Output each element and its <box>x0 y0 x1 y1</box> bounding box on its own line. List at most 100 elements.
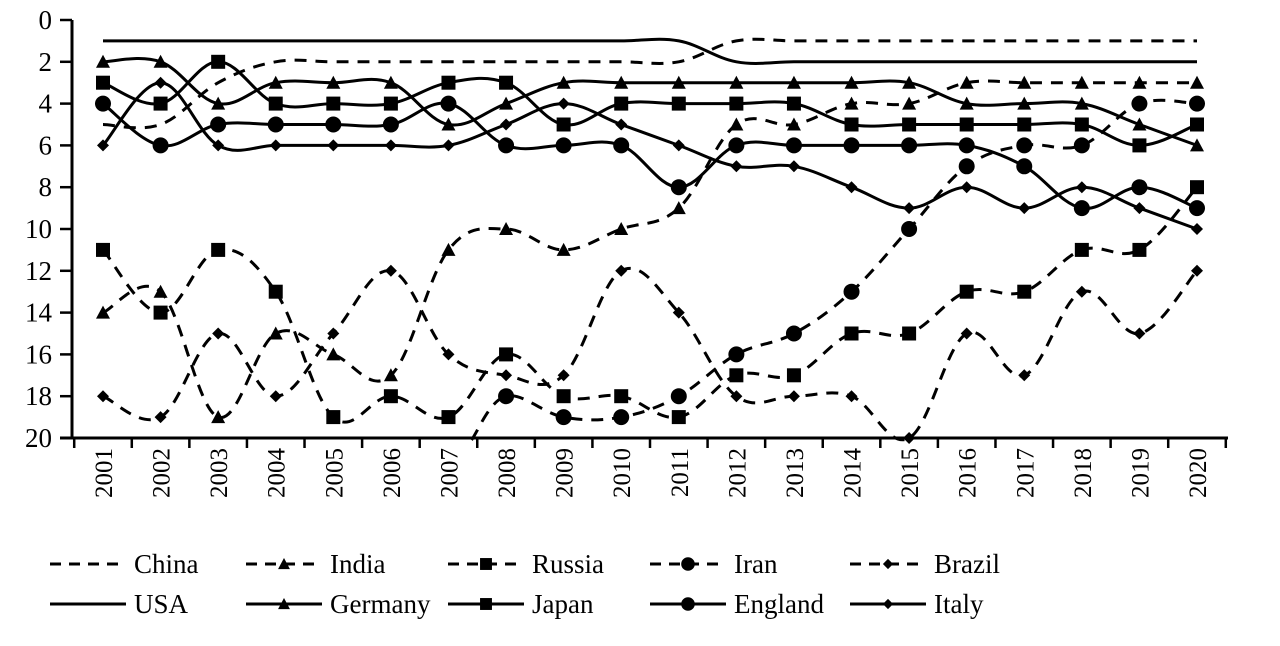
diamond-marker <box>384 264 397 277</box>
square-marker <box>786 96 801 111</box>
series-line <box>102 79 1197 419</box>
circle-marker <box>901 221 918 237</box>
triangle-marker <box>902 96 917 110</box>
diamond-marker <box>1075 285 1088 298</box>
circle-marker <box>1189 200 1205 217</box>
square-marker <box>614 389 629 404</box>
legend-label: Brazil <box>934 549 1000 579</box>
series-russia <box>96 180 1204 425</box>
triangle-marker <box>211 410 226 424</box>
square-marker <box>153 96 168 111</box>
circle-marker <box>555 409 572 426</box>
triangle-marker <box>211 96 226 110</box>
square-marker <box>1190 117 1204 132</box>
series-line <box>102 101 1198 210</box>
triangle-marker <box>1190 75 1204 89</box>
triangle-marker <box>326 75 341 89</box>
y-tick-label: 18 <box>25 381 52 411</box>
legend-item-india: India <box>246 549 385 579</box>
diamond-marker <box>212 139 225 152</box>
x-axis-labels: 2001 2002 2003 2004 2005 2006 2007 2008 2009 2010… <box>91 448 1212 499</box>
y-tick-label: 14 <box>25 298 53 328</box>
legend-label: Iran <box>734 549 778 579</box>
diamond-marker <box>845 390 858 403</box>
triangle-marker <box>729 75 744 89</box>
series-germany <box>96 54 1204 152</box>
x-tick-label: 2001 <box>91 448 118 498</box>
square-marker <box>729 368 744 383</box>
triangle-marker <box>499 222 514 235</box>
circle-marker <box>498 137 515 154</box>
square-marker <box>268 96 283 111</box>
circle-marker <box>1189 95 1205 112</box>
circle-marker <box>670 179 687 196</box>
triangle-marker <box>268 326 283 340</box>
x-tick-label: 2016 <box>955 448 982 498</box>
diamond-marker <box>442 348 455 361</box>
triangle-marker <box>844 96 859 110</box>
series-england <box>95 95 1205 217</box>
triangle-marker <box>96 305 110 319</box>
circle-marker <box>325 116 342 133</box>
square-marker <box>786 368 801 383</box>
circle-marker <box>728 346 745 363</box>
circle-marker <box>785 325 802 342</box>
square-marker <box>1074 242 1089 257</box>
diamond-marker <box>442 139 455 152</box>
diamond-marker <box>787 390 800 403</box>
triangle-marker <box>1017 96 1032 110</box>
triangle-marker <box>441 117 456 131</box>
legend-item-italy: Italy <box>850 589 984 619</box>
legend-item-russia: Russia <box>448 549 604 579</box>
diamond-marker <box>615 118 628 131</box>
x-tick-label: 2015 <box>897 448 924 498</box>
circle-marker <box>210 116 227 133</box>
triangle-marker <box>499 96 514 110</box>
square-marker <box>326 96 341 111</box>
square-marker <box>1017 284 1032 299</box>
y-tick-label: 0 <box>39 5 53 35</box>
x-tick-label: 2008 <box>494 448 521 498</box>
circle-marker <box>728 137 745 154</box>
diamond-marker <box>730 160 743 173</box>
square-marker <box>844 326 859 341</box>
circle-marker <box>843 283 860 300</box>
x-tick-label: 2006 <box>379 448 406 498</box>
circle-marker <box>1073 137 1090 154</box>
circle-marker <box>613 137 630 154</box>
legend-label: Germany <box>330 589 431 619</box>
y-tick-label: 12 <box>25 256 52 286</box>
series-line <box>470 98 1198 441</box>
diamond-marker <box>1133 202 1146 215</box>
triangle-marker <box>614 222 629 235</box>
triangle-marker <box>959 75 974 89</box>
series-japan <box>96 54 1204 153</box>
diamond-marker <box>903 202 916 215</box>
diamond-marker <box>212 327 225 340</box>
square-marker <box>1074 117 1089 132</box>
square-marker <box>499 347 514 362</box>
circle-marker <box>681 597 695 611</box>
diamond-marker <box>269 139 282 152</box>
square-marker <box>1132 138 1147 153</box>
series-china <box>102 37 1197 130</box>
triangle-marker <box>96 54 110 68</box>
diamond-marker <box>960 181 973 194</box>
circle-marker <box>1016 137 1033 154</box>
diamond-marker <box>557 369 570 382</box>
diamond-marker <box>154 76 167 89</box>
diamond-marker <box>1191 264 1203 277</box>
circle-marker <box>1131 179 1148 196</box>
triangle-marker <box>556 242 571 256</box>
diamond-marker <box>269 390 282 403</box>
y-tick-label: 4 <box>39 89 53 119</box>
square-marker <box>96 242 110 257</box>
square-marker <box>556 117 571 132</box>
triangle-marker <box>729 117 744 131</box>
legend-label: India <box>330 549 385 579</box>
series-usa <box>102 37 1197 65</box>
x-tick-label: 2010 <box>609 448 636 498</box>
series-italy <box>97 76 1203 235</box>
diamond-marker <box>500 369 513 382</box>
